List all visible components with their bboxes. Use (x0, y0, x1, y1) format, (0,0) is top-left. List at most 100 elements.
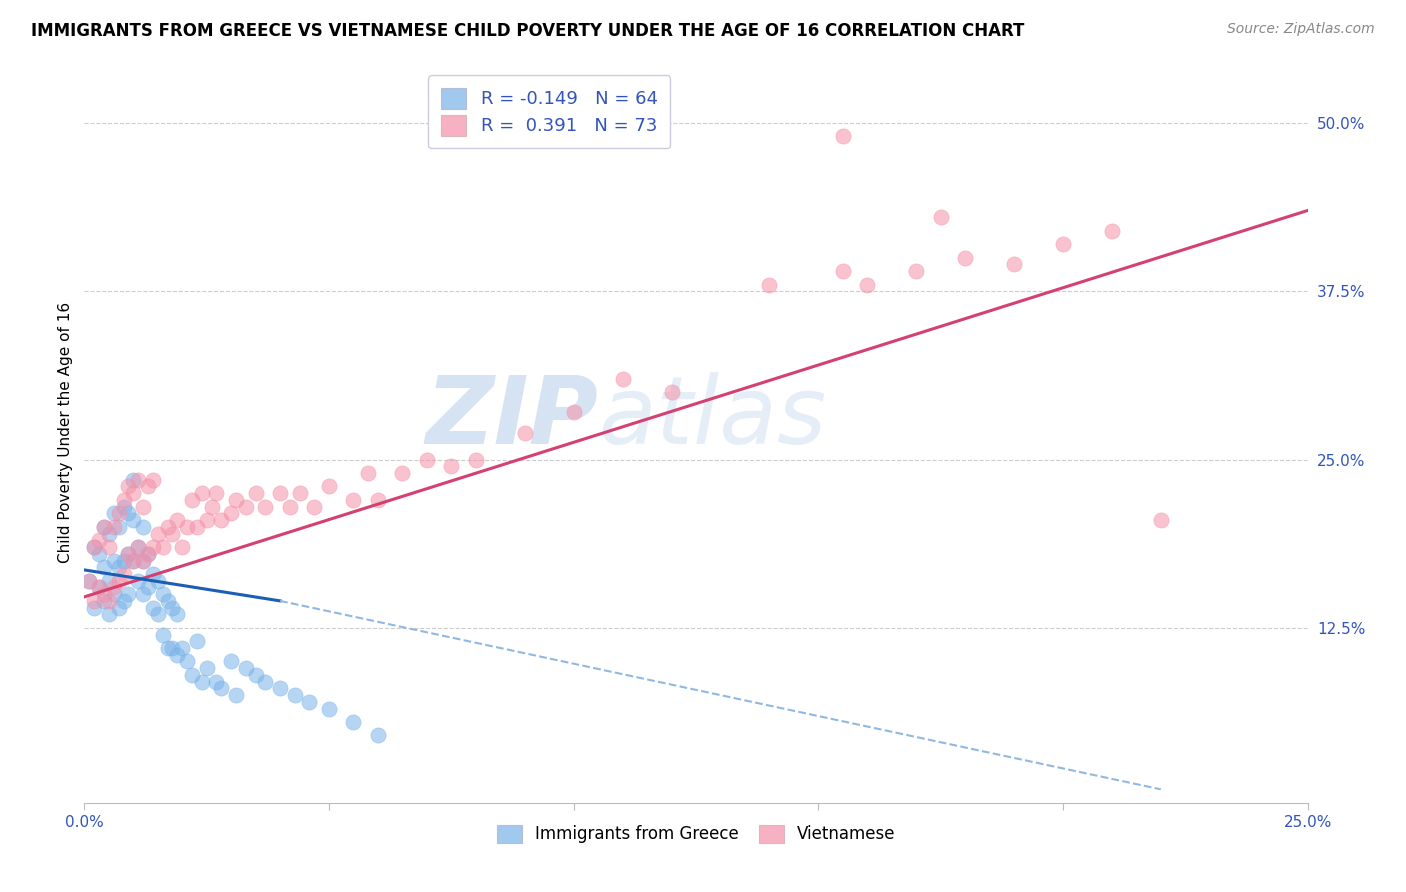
Point (440, 459, 463, 474)
Point (152, 540, 174, 554)
Point (146, 607, 169, 622)
Point (269, 681, 291, 696)
Point (209, 681, 232, 696)
Point (146, 526, 169, 541)
Point (1101, 224, 1123, 238)
Point (191, 486, 214, 500)
Point (176, 520, 198, 534)
Point (132, 553, 155, 567)
Point (136, 479, 159, 493)
Point (254, 674, 277, 689)
Point (132, 500, 155, 514)
Point (107, 560, 129, 574)
Point (176, 655, 198, 669)
Point (562, 405, 585, 419)
Point (87, 581, 110, 595)
Legend: Immigrants from Greece, Vietnamese: Immigrants from Greece, Vietnamese (489, 818, 903, 850)
Point (103, 587, 125, 601)
Point (156, 594, 179, 608)
Point (87, 547, 110, 561)
Point (142, 566, 165, 581)
Point (831, 264, 853, 278)
Point (219, 507, 242, 521)
Point (269, 486, 291, 500)
Point (156, 520, 179, 534)
Point (122, 486, 145, 500)
Point (367, 729, 389, 743)
Point (856, 277, 879, 292)
Point (117, 479, 139, 493)
Point (112, 500, 135, 514)
Point (205, 486, 228, 500)
Point (83, 594, 105, 608)
Point (87, 533, 110, 548)
Point (162, 526, 184, 541)
Point (172, 540, 194, 554)
Point (103, 507, 125, 521)
Point (205, 674, 228, 689)
Point (127, 574, 149, 588)
Point (132, 587, 155, 601)
Point (107, 507, 129, 521)
Point (245, 668, 267, 682)
Point (298, 695, 321, 709)
Point (132, 520, 155, 534)
Point (1002, 257, 1025, 271)
Point (103, 520, 125, 534)
Point (83, 540, 105, 554)
Point (112, 492, 135, 507)
Point (166, 513, 188, 527)
Point (97, 607, 120, 622)
Point (117, 587, 139, 601)
Point (391, 466, 413, 480)
Point (318, 479, 340, 493)
Point (209, 513, 232, 527)
Point (195, 513, 218, 527)
Point (93, 520, 115, 534)
Point (181, 492, 204, 507)
Point (93, 587, 115, 601)
Point (93, 520, 115, 534)
Point (254, 500, 277, 514)
Point (152, 587, 174, 601)
Point (235, 661, 257, 675)
Point (77, 574, 100, 588)
Point (107, 574, 129, 588)
Point (103, 553, 125, 567)
Point (136, 547, 159, 561)
Point (97, 526, 120, 541)
Point (122, 553, 145, 567)
Point (831, 129, 853, 144)
Y-axis label: Child Poverty Under the Age of 16: Child Poverty Under the Age of 16 (58, 302, 73, 563)
Point (107, 600, 129, 615)
Point (142, 473, 165, 487)
Point (122, 553, 145, 567)
Point (136, 581, 159, 595)
Point (156, 640, 179, 655)
Text: Source: ZipAtlas.com: Source: ZipAtlas.com (1227, 22, 1375, 37)
Point (288, 486, 311, 500)
Point (172, 640, 194, 655)
Point (905, 264, 928, 278)
Point (342, 492, 364, 507)
Point (127, 540, 149, 554)
Text: IMMIGRANTS FROM GREECE VS VIETNAMESE CHILD POVERTY UNDER THE AGE OF 16 CORRELATI: IMMIGRANTS FROM GREECE VS VIETNAMESE CHI… (31, 22, 1025, 40)
Point (464, 452, 486, 467)
Point (367, 492, 389, 507)
Point (83, 600, 105, 615)
Point (1150, 513, 1173, 527)
Point (87, 581, 110, 595)
Text: ZIP: ZIP (425, 372, 598, 464)
Point (136, 547, 159, 561)
Point (122, 473, 145, 487)
Point (103, 581, 125, 595)
Point (758, 277, 780, 292)
Point (661, 385, 683, 400)
Point (953, 251, 976, 265)
Point (304, 500, 326, 514)
Point (127, 540, 149, 554)
Point (93, 594, 115, 608)
Point (195, 661, 218, 675)
Point (513, 425, 536, 440)
Point (225, 688, 247, 702)
